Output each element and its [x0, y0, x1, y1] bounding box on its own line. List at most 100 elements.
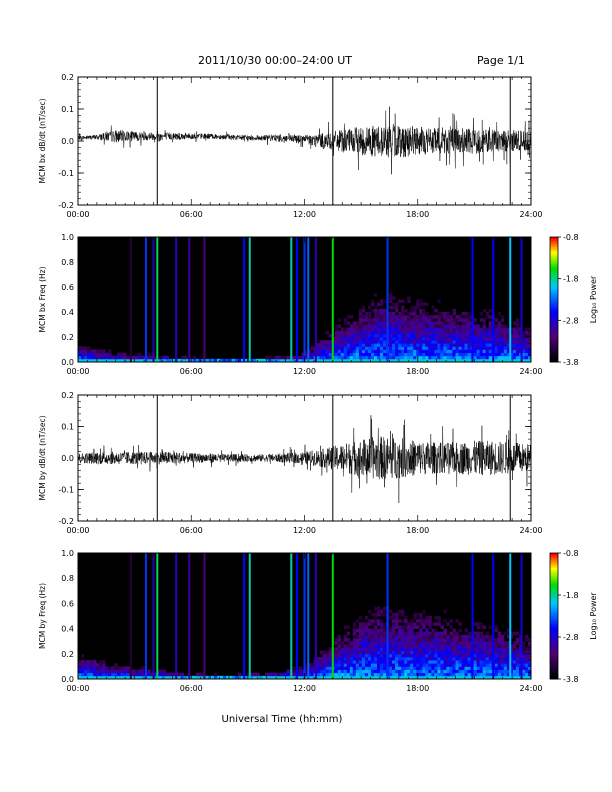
spectrogram-cell	[364, 337, 369, 341]
spectrogram-cell	[521, 647, 526, 652]
spectrogram-cell	[81, 352, 85, 357]
spectrogram-cell	[117, 675, 121, 680]
spectrogram-cell	[407, 346, 411, 350]
colorbar-step	[550, 609, 558, 613]
spectrogram-cell	[407, 321, 411, 325]
spectrogram-cell	[343, 647, 348, 652]
spectrogram-cell	[428, 346, 432, 350]
spectrogram-cell	[141, 672, 145, 677]
spectrogram-cell	[494, 650, 499, 655]
spectrogram-cell	[419, 625, 423, 629]
spectrogram-cell	[467, 666, 471, 670]
spectrogram-cell	[524, 340, 529, 344]
spectrogram-cell	[500, 315, 505, 319]
spectrogram-cell	[364, 616, 369, 620]
spectrogram-cell	[340, 340, 345, 344]
spectrogram-cell	[404, 358, 408, 363]
spectrogram-cell	[449, 669, 453, 674]
spectrogram-cell	[455, 333, 459, 338]
spectrogram-cell	[428, 669, 432, 674]
spectrogram-cell	[458, 660, 462, 664]
spectrogram-cell	[458, 638, 462, 642]
spectrogram-cell	[398, 312, 402, 316]
spectrogram-cell	[479, 656, 484, 661]
spectrogram-cell	[204, 675, 209, 680]
spectrogram-cell	[467, 349, 471, 354]
spectrogram-cell	[367, 337, 372, 341]
spectrogram-cell	[81, 666, 85, 670]
spectrogram-cell	[497, 650, 502, 655]
spectrogram-cell	[413, 321, 417, 325]
spectrogram-cell	[349, 315, 354, 319]
spectrogram-cell	[319, 355, 324, 360]
spectrogram-cell	[398, 330, 402, 335]
spectrogram-cell	[449, 333, 453, 338]
spectrogram-cell	[358, 628, 363, 633]
spectrogram-cell	[503, 660, 508, 664]
colorbar-step	[550, 664, 558, 667]
spectrogram-cell	[404, 343, 408, 347]
spectrogram-cell	[449, 663, 453, 667]
spectrogram-cell	[458, 340, 462, 344]
spectrogram-cell	[395, 340, 399, 344]
spectrogram-cell	[461, 346, 465, 350]
spectrogram-cell	[419, 321, 423, 325]
spectrogram-cell	[419, 641, 423, 645]
spectrogram-cell	[383, 669, 387, 674]
colorbar-step	[550, 653, 558, 657]
spectrogram-cell	[96, 675, 100, 680]
spectrogram-cell	[494, 327, 499, 332]
signal-trace	[77, 415, 532, 503]
spectrogram-cell	[485, 647, 490, 652]
spectrogram-cell	[515, 653, 520, 658]
spectrogram-cell	[467, 358, 471, 363]
spectrogram-cell	[328, 666, 333, 670]
spectrogram-cell	[370, 324, 375, 329]
spectrogram-cell	[440, 656, 444, 661]
spectrogram-cell	[383, 653, 387, 658]
spectrogram-cell	[464, 312, 468, 316]
spectrogram-cell	[183, 358, 188, 363]
spectrogram-cell	[437, 675, 441, 680]
spectrogram-cell	[443, 653, 447, 658]
spectrogram-cell	[524, 647, 529, 652]
spectrogram-cell	[473, 327, 478, 332]
spectrogram-cell	[443, 656, 447, 661]
spectrogram-cell	[434, 644, 438, 648]
spectrogram-cell	[482, 337, 487, 341]
spectrogram-cell	[506, 628, 511, 633]
spectrogram-cell	[479, 330, 484, 335]
spectrogram-cell	[370, 349, 375, 354]
spectrogram-cell	[413, 675, 417, 680]
spectrogram-cell	[177, 358, 182, 363]
spectrogram-cell	[343, 352, 348, 357]
spectrogram-cell	[431, 653, 435, 658]
spectrogram-cell	[370, 346, 375, 350]
spectrogram-burst	[331, 237, 334, 362]
spectrogram-cell	[304, 666, 308, 670]
spectrogram-cell	[479, 333, 484, 338]
spectrogram-cell	[301, 355, 305, 360]
spectrogram-cell	[419, 619, 423, 623]
spectrogram-cell	[440, 644, 444, 648]
spectrogram-cell	[488, 308, 493, 313]
spectrogram-cell	[443, 638, 447, 642]
spectrogram-cell	[319, 352, 324, 357]
spectrogram-cell	[383, 318, 387, 322]
spectrogram-cell	[446, 660, 450, 664]
spectrogram-cell	[337, 647, 342, 652]
spectrogram-cell	[392, 675, 396, 680]
spectrogram-cell	[389, 293, 393, 297]
colorbar-step	[550, 276, 558, 280]
y-tick-label: -0.1	[58, 486, 74, 495]
spectrogram-cell	[506, 333, 511, 338]
spectrogram-cell	[380, 308, 384, 313]
spectrogram-cell	[452, 666, 456, 670]
spectrogram-cell	[500, 340, 505, 344]
spectrogram-cell	[455, 634, 459, 639]
spectrogram-cell	[485, 340, 490, 344]
colorbar-step	[550, 571, 558, 575]
spectrogram-cell	[337, 660, 342, 664]
spectrogram-cell	[410, 346, 414, 350]
